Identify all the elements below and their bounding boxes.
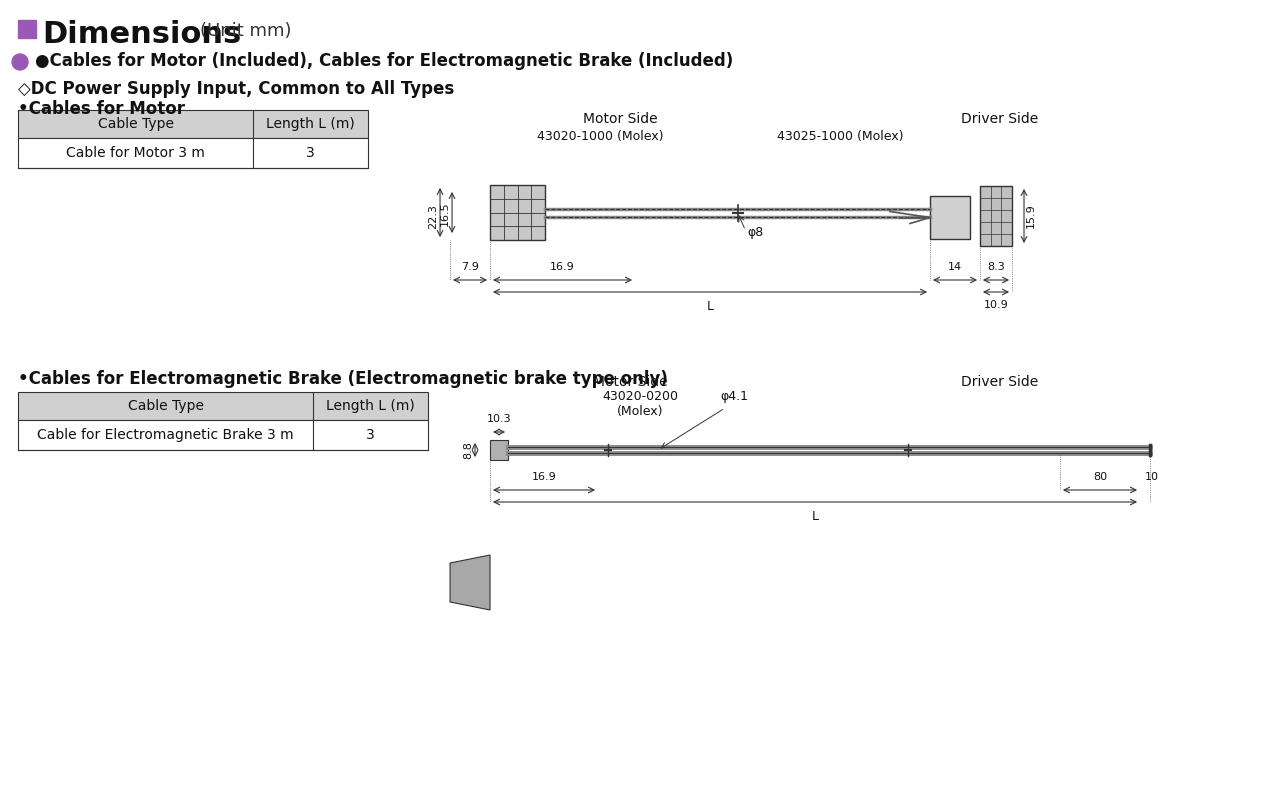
Text: 8.8: 8.8	[463, 441, 474, 459]
Bar	[18, 20, 36, 38]
Text: •Cables for Motor: •Cables for Motor	[18, 100, 186, 118]
Bar	[490, 185, 545, 240]
Text: 14: 14	[948, 262, 963, 272]
Text: 80: 80	[1093, 472, 1107, 482]
Bar	[18, 110, 369, 138]
Text: 43020-1000 (Molex): 43020-1000 (Molex)	[536, 130, 663, 143]
Text: Cable for Motor 3 m: Cable for Motor 3 m	[67, 146, 205, 160]
Text: 8.3: 8.3	[987, 262, 1005, 272]
Bar	[18, 420, 428, 450]
Text: 43020-0200
(Molex): 43020-0200 (Molex)	[602, 390, 678, 418]
Text: 7.9: 7.9	[461, 262, 479, 272]
Text: 15.9: 15.9	[1027, 204, 1036, 228]
Text: Motor Side: Motor Side	[593, 375, 667, 389]
Text: Cable for Electromagnetic Brake 3 m: Cable for Electromagnetic Brake 3 m	[37, 428, 294, 442]
Text: L: L	[812, 510, 818, 523]
Text: φ4.1: φ4.1	[721, 390, 748, 403]
Bar	[18, 138, 369, 168]
Text: ◇DC Power Supply Input, Common to All Types: ◇DC Power Supply Input, Common to All Ty…	[18, 80, 454, 98]
Text: ●Cables for Motor (Included), Cables for Electromagnetic Brake (Included): ●Cables for Motor (Included), Cables for…	[35, 52, 733, 70]
Text: 16.5: 16.5	[440, 201, 451, 226]
Text: L: L	[707, 300, 713, 313]
Text: Length L (m): Length L (m)	[326, 399, 415, 413]
Text: Cable Type: Cable Type	[97, 117, 174, 131]
Text: Driver Side: Driver Side	[961, 112, 1038, 126]
Circle shape	[12, 54, 28, 70]
Bar	[490, 440, 508, 460]
Text: 3: 3	[306, 146, 315, 160]
Text: φ8: φ8	[748, 226, 764, 239]
Text: 43025-1000 (Molex): 43025-1000 (Molex)	[777, 130, 904, 143]
Bar	[980, 186, 1012, 246]
Text: Dimensions: Dimensions	[42, 20, 242, 49]
Text: 3: 3	[366, 428, 375, 442]
Text: 22.3: 22.3	[428, 204, 438, 229]
Text: Motor Side: Motor Side	[582, 112, 658, 126]
Bar	[18, 392, 428, 420]
Text: •Cables for Electromagnetic Brake (Electromagnetic brake type only): •Cables for Electromagnetic Brake (Elect…	[18, 370, 668, 388]
Text: Cable Type: Cable Type	[128, 399, 204, 413]
Polygon shape	[451, 555, 490, 610]
Bar	[931, 196, 970, 239]
Text: 10.9: 10.9	[983, 300, 1009, 310]
Text: 16.9: 16.9	[550, 262, 575, 272]
Text: Length L (m): Length L (m)	[266, 117, 355, 131]
Text: (Unit mm): (Unit mm)	[200, 22, 292, 40]
Text: 16.9: 16.9	[531, 472, 557, 482]
Text: 10.3: 10.3	[486, 414, 511, 424]
Text: Driver Side: Driver Side	[961, 375, 1038, 389]
Text: 10: 10	[1146, 472, 1158, 482]
